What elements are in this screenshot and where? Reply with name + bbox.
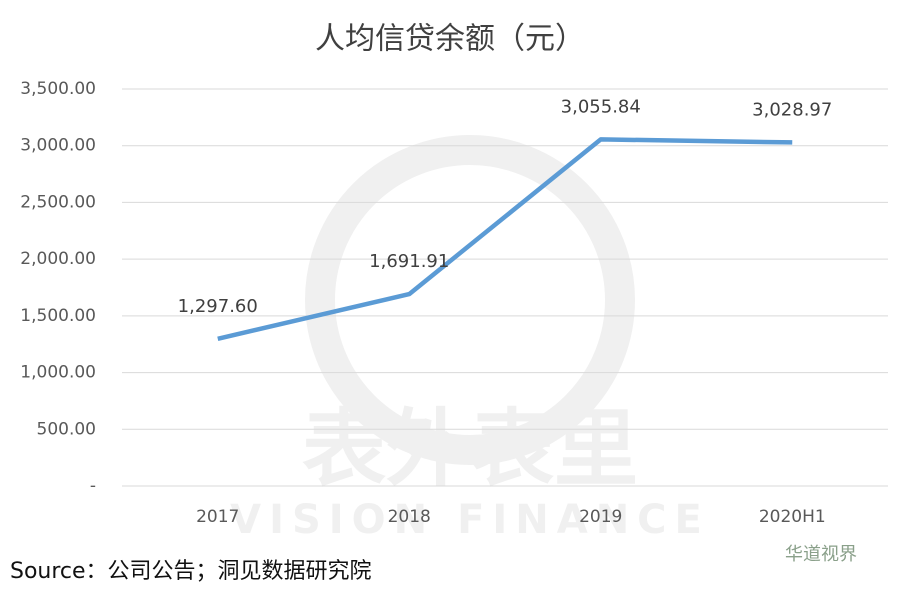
watermark-text: VISION FINANCE (230, 497, 710, 543)
y-tick-label: 500.00 (37, 419, 96, 439)
data-label: 1,691.91 (369, 251, 449, 272)
brand: 华道视界 (785, 544, 857, 565)
watermark-logo (305, 135, 635, 465)
source-note: Source：公司公告；洞见数据研究院 (10, 559, 372, 584)
x-tick-label: 2019 (579, 507, 622, 527)
y-tick-label: 3,000.00 (20, 136, 96, 156)
y-tick-label: - (90, 476, 96, 496)
x-tick-label: 2018 (388, 507, 431, 527)
y-tick-label: 2,000.00 (20, 249, 96, 269)
x-tick-label: 2017 (196, 507, 239, 527)
data-label: 3,055.84 (561, 96, 641, 117)
data-label: 3,028.97 (752, 99, 832, 120)
data-label: 1,297.60 (178, 296, 258, 317)
chart-title: 人均信贷余额（元） (315, 22, 585, 57)
watermark-text: 表外表里 (302, 400, 638, 498)
y-tick-label: 3,500.00 (20, 79, 96, 99)
data-line (217, 137, 793, 342)
y-tick-label: 2,500.00 (20, 192, 96, 212)
y-tick-label: 1,500.00 (20, 306, 96, 326)
y-tick-label: 1,000.00 (20, 363, 96, 383)
x-tick-label: 2020H1 (759, 507, 826, 527)
